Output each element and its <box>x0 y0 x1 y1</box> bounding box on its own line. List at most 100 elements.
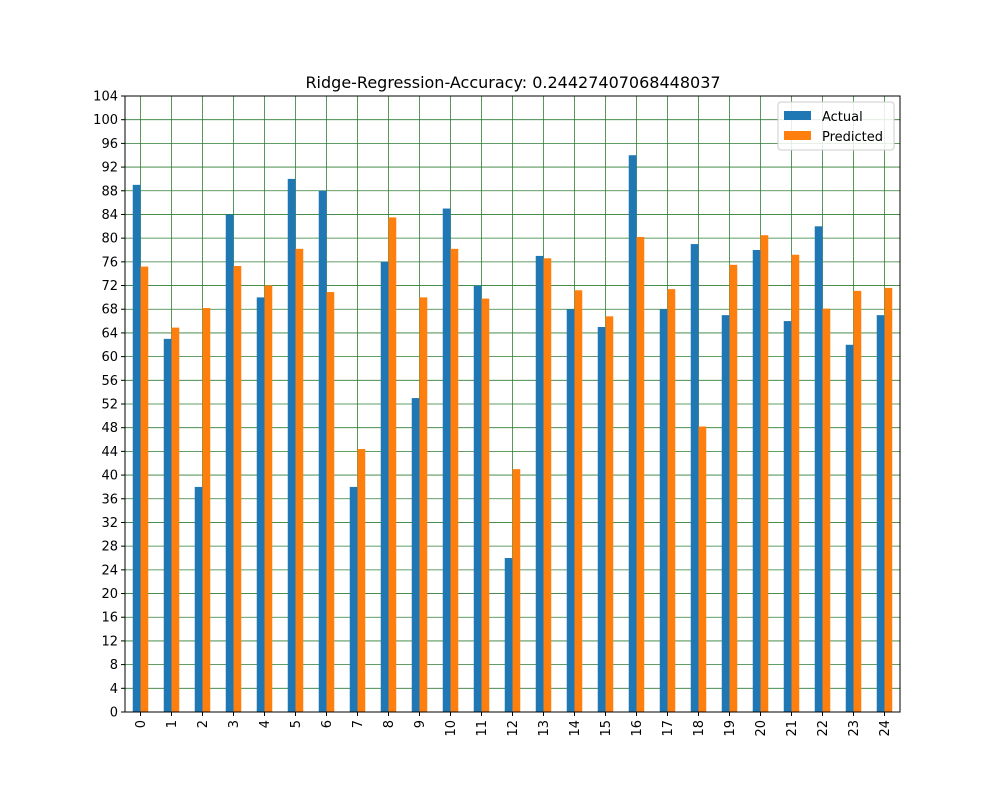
x-tick-label: 2 <box>196 720 211 728</box>
bar-actual-7 <box>349 486 358 712</box>
x-tick-label: 7 <box>351 720 366 728</box>
bar-actual-11 <box>473 285 482 712</box>
y-tick-label: 100 <box>93 113 118 128</box>
y-tick-label: 12 <box>101 634 118 649</box>
bar-predicted-7 <box>357 449 366 712</box>
bar-actual-5 <box>287 178 296 712</box>
x-tick-label: 19 <box>723 720 738 737</box>
x-tick-label: 21 <box>785 720 800 737</box>
bar-predicted-2 <box>202 308 211 712</box>
bar-predicted-24 <box>884 287 893 712</box>
legend-swatch-predicted <box>784 131 811 140</box>
legend-swatch-actual <box>784 111 811 120</box>
bar-actual-15 <box>597 327 606 712</box>
y-tick-label: 80 <box>101 232 118 247</box>
bar-predicted-0 <box>140 266 149 712</box>
bar-predicted-6 <box>326 292 335 712</box>
y-tick-label: 48 <box>101 421 118 436</box>
bar-actual-19 <box>721 315 730 712</box>
y-tick-label: 32 <box>101 516 118 531</box>
bar-actual-23 <box>845 344 854 712</box>
y-tick-label: 96 <box>101 137 118 152</box>
legend: Actual Predicted <box>777 101 895 151</box>
bar-predicted-23 <box>853 290 862 712</box>
y-tick-label: 16 <box>101 611 118 626</box>
y-tick-label: 52 <box>101 398 118 413</box>
bar-actual-14 <box>566 309 575 712</box>
bar-actual-1 <box>163 338 172 712</box>
x-tick-label: 24 <box>878 720 893 737</box>
bar-actual-18 <box>690 244 699 713</box>
bar-actual-2 <box>194 486 203 712</box>
x-tick-label: 20 <box>754 720 769 737</box>
x-tick-label: 10 <box>444 720 459 737</box>
bar-predicted-21 <box>791 254 800 712</box>
bar-predicted-15 <box>605 316 614 712</box>
chart-title: Ridge-Regression-Accuracy: 0.24427407068… <box>305 73 720 92</box>
bar-actual-6 <box>318 190 327 712</box>
bar-predicted-4 <box>264 285 273 712</box>
bar-predicted-16 <box>636 236 645 712</box>
bars <box>132 155 893 713</box>
bar-actual-22 <box>814 226 823 713</box>
y-tick-label: 36 <box>101 492 118 507</box>
x-tick-label: 13 <box>537 720 552 737</box>
y-tick-label: 76 <box>101 255 118 270</box>
bar-actual-8 <box>380 261 389 712</box>
bar-predicted-22 <box>822 308 831 712</box>
y-tick-label: 0 <box>110 706 118 721</box>
y-tick-label: 68 <box>101 303 118 318</box>
y-tick-label: 8 <box>110 658 118 673</box>
x-tick-label: 12 <box>506 720 521 737</box>
y-tick-label: 56 <box>101 374 118 389</box>
bar-predicted-20 <box>760 235 769 712</box>
bar-predicted-3 <box>233 265 242 712</box>
x-tick-label: 15 <box>599 720 614 737</box>
bar-predicted-5 <box>295 248 304 713</box>
y-tick-label: 92 <box>101 161 118 176</box>
legend-label-actual: Actual <box>822 110 863 125</box>
bar-actual-20 <box>752 250 761 712</box>
x-tick-label: 14 <box>568 720 583 737</box>
bar-actual-17 <box>659 309 668 712</box>
x-tick-label: 11 <box>475 720 490 737</box>
x-axis: 0 1 2 3 4 5 6 7 8 9 10 11 12 13 14 15 16 17 18 19 20 21 22 23 24 <box>134 712 893 737</box>
y-axis: 0481216202428323640444852566064687276808… <box>93 90 125 721</box>
bar-actual-9 <box>411 398 420 712</box>
x-tick-label: 17 <box>661 720 676 737</box>
bar-actual-3 <box>225 214 234 712</box>
y-tick-label: 20 <box>101 587 118 602</box>
x-tick-label: 0 <box>134 720 149 728</box>
y-tick-label: 40 <box>101 469 118 484</box>
x-tick-label: 9 <box>413 720 428 728</box>
bar-predicted-13 <box>543 258 552 712</box>
x-tick-label: 5 <box>289 720 304 728</box>
x-tick-label: 8 <box>382 720 397 728</box>
bar-actual-24 <box>876 315 885 712</box>
y-tick-label: 44 <box>101 445 118 460</box>
bar-predicted-19 <box>729 264 738 712</box>
bar-predicted-8 <box>388 217 397 712</box>
x-tick-label: 1 <box>165 720 180 728</box>
y-tick-label: 104 <box>93 90 118 105</box>
bar-predicted-12 <box>512 469 521 712</box>
y-tick-label: 24 <box>101 563 118 578</box>
y-tick-label: 84 <box>101 208 118 223</box>
x-tick-label: 23 <box>847 720 862 737</box>
x-tick-label: 16 <box>630 720 645 737</box>
bar-predicted-9 <box>419 297 428 712</box>
y-tick-label: 4 <box>110 682 118 697</box>
y-tick-label: 72 <box>101 279 118 294</box>
bar-actual-10 <box>442 208 451 713</box>
bar-actual-21 <box>783 321 792 712</box>
legend-label-predicted: Predicted <box>822 130 883 145</box>
x-tick-label: 6 <box>320 720 335 728</box>
y-tick-label: 28 <box>101 540 118 555</box>
y-tick-label: 88 <box>101 184 118 199</box>
bar-actual-16 <box>628 155 637 712</box>
bar-actual-4 <box>256 297 265 712</box>
bar-actual-13 <box>535 255 544 712</box>
bar-predicted-11 <box>481 298 490 712</box>
x-tick-label: 18 <box>692 720 707 737</box>
